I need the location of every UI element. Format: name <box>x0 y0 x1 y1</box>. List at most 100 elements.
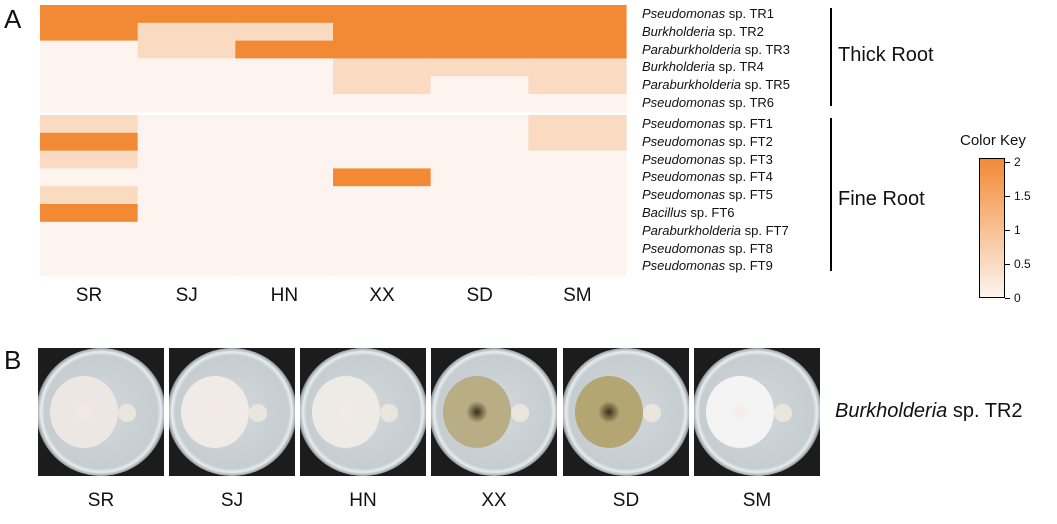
bacterial-spot <box>118 404 136 422</box>
heatmap-cell <box>528 221 627 241</box>
row-label-genus: Burkholderia <box>642 23 715 39</box>
plate-label: SJ <box>220 490 244 511</box>
plate-photo <box>300 348 426 476</box>
heatmap-cell <box>528 204 627 223</box>
color-key-tick-label: 1.5 <box>1014 189 1031 203</box>
heatmap-chart <box>40 5 627 276</box>
row-label-suffix: sp. FT5 <box>728 187 773 203</box>
row-label-genus: Paraburkholderia <box>642 222 742 238</box>
heatmap-cell <box>235 58 334 77</box>
plate-label: SD <box>612 490 640 511</box>
heatmap-cell <box>235 22 334 42</box>
row-label: Burkholderia sp. TR2 <box>642 24 764 40</box>
species-caption-genus: Burkholderia <box>835 400 948 422</box>
plate-label: XX <box>481 490 507 511</box>
color-key-tick-label: 2 <box>1014 155 1021 169</box>
heatmap-cell <box>40 257 139 276</box>
row-label-suffix: sp. TR2 <box>718 23 764 39</box>
heatmap-cell <box>333 150 432 169</box>
heatmap-cell <box>528 115 627 134</box>
heatmap-cell <box>333 221 432 241</box>
fungal-colony <box>706 376 774 448</box>
heatmap-cell <box>333 186 432 205</box>
row-label: Burkholderia sp. TR4 <box>642 59 764 75</box>
heatmap-cell <box>40 132 139 152</box>
heatmap-cell <box>430 40 529 59</box>
heatmap-cell <box>528 257 627 276</box>
plate-photo <box>431 348 557 476</box>
heatmap-cell <box>333 132 432 152</box>
heatmap-cell <box>40 168 139 187</box>
row-label-genus: Pseudomonas <box>642 151 726 167</box>
heatmap-cell <box>40 204 139 223</box>
heatmap-cell <box>528 58 627 77</box>
heatmap-cell <box>137 115 236 134</box>
row-label-suffix: sp. TR4 <box>718 59 764 75</box>
heatmap-cell <box>430 221 529 241</box>
heatmap-cell <box>430 186 529 205</box>
group-bar-thick-root <box>830 8 832 106</box>
row-label: Pseudomonas sp. FT3 <box>642 152 773 168</box>
plate-photo <box>169 348 295 476</box>
heatmap-cell <box>137 239 236 258</box>
heatmap-cell <box>235 40 334 59</box>
heatmap-cell <box>137 58 236 77</box>
heatmap-cell <box>528 76 627 95</box>
column-label: SD <box>466 285 493 306</box>
column-label: SJ <box>175 285 198 306</box>
heatmap-cell <box>333 94 432 113</box>
heatmap-cell <box>137 76 236 95</box>
row-label-suffix: sp. FT4 <box>728 169 773 185</box>
group-label-fine-root: Fine Root <box>838 188 925 210</box>
heatmap-cell <box>235 94 334 113</box>
row-label-suffix: sp. FT9 <box>728 258 773 274</box>
heatmap-cell <box>137 132 236 152</box>
row-label: Paraburkholderia sp. FT7 <box>642 223 789 239</box>
row-label: Pseudomonas sp. FT1 <box>642 116 773 132</box>
row-label: Bacillus sp. FT6 <box>642 205 735 221</box>
row-label: Pseudomonas sp. FT8 <box>642 241 773 257</box>
panel-label-a: A <box>4 4 22 34</box>
heatmap-cell <box>430 76 529 95</box>
column-label: SM <box>563 285 592 306</box>
row-label-genus: Paraburkholderia <box>642 77 742 93</box>
heatmap-cell <box>235 132 334 152</box>
heatmap-cell <box>528 22 627 42</box>
row-label-genus: Pseudomonas <box>642 116 726 131</box>
row-label-genus: Pseudomonas <box>642 240 726 256</box>
heatmap-cell <box>40 186 139 205</box>
heatmap-cell <box>430 94 529 113</box>
color-key-title: Color Key <box>960 132 1026 149</box>
heatmap-cell <box>430 5 529 24</box>
heatmap-cell <box>137 186 236 205</box>
heatmap-cell <box>40 150 139 169</box>
heatmap-cell <box>333 115 432 134</box>
bacterial-spot <box>380 404 398 422</box>
fungal-colony <box>312 376 380 448</box>
heatmap-cell <box>528 132 627 152</box>
heatmap-cell <box>333 204 432 223</box>
fungal-colony <box>575 376 643 448</box>
row-label-genus: Pseudomonas <box>642 258 726 274</box>
heatmap-cell <box>40 5 139 24</box>
heatmap-cell <box>528 239 627 258</box>
color-key-gradient <box>979 158 1005 298</box>
heatmap-cell <box>137 150 236 169</box>
heatmap-cell <box>137 22 236 42</box>
row-label-suffix: sp. FT6 <box>690 205 735 220</box>
row-label-genus: Bacillus <box>642 205 687 220</box>
heatmap-cell <box>528 186 627 205</box>
plate-photo <box>563 348 689 476</box>
row-label-genus: Pseudomonas <box>642 187 726 203</box>
heatmap-cell <box>333 239 432 258</box>
heatmap-cell <box>235 186 334 205</box>
row-label-suffix: sp. FT3 <box>728 151 773 167</box>
row-label-suffix: sp. FT1 <box>728 116 773 131</box>
heatmap-cell <box>40 40 139 59</box>
fungal-colony <box>181 376 249 448</box>
row-label-genus: Pseudomonas <box>642 95 726 110</box>
panel-label-b: B <box>4 345 22 375</box>
color-key-tick <box>1005 162 1010 163</box>
heatmap-cell <box>40 76 139 95</box>
heatmap-cell <box>235 115 334 134</box>
